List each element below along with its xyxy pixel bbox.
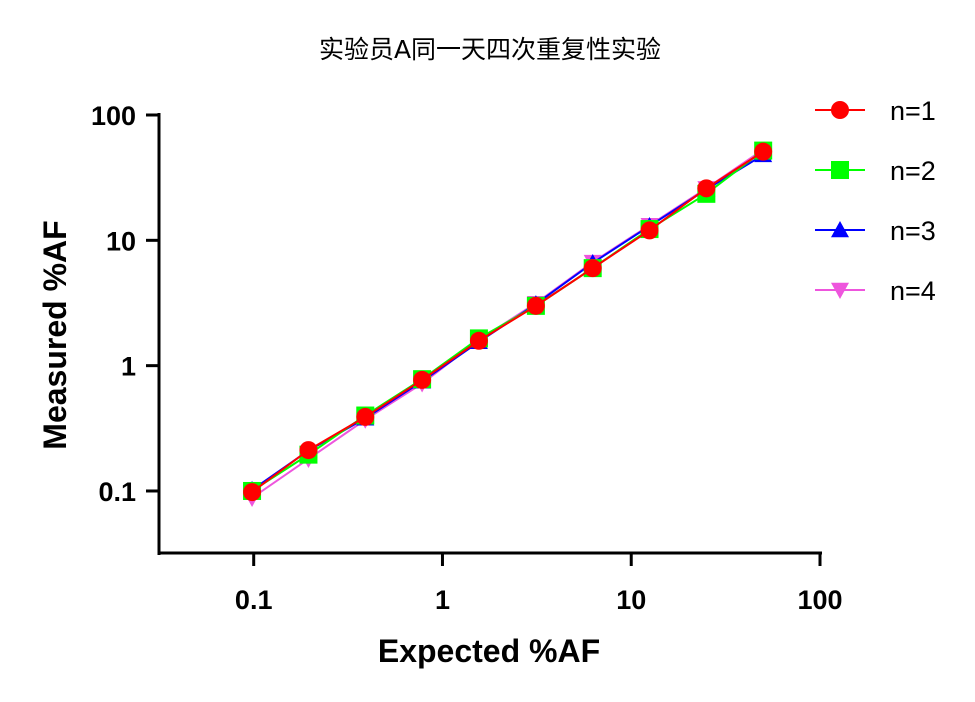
- y-tick-label: 0.1: [98, 477, 136, 507]
- series-n=1: [243, 142, 773, 502]
- x-axis-label: Expected %AF: [378, 633, 600, 669]
- legend-label: n=2: [890, 156, 936, 186]
- data-point: [356, 407, 375, 426]
- x-tick-label: 1: [435, 585, 450, 615]
- legend-marker: [831, 161, 849, 179]
- series-line: [251, 149, 764, 492]
- data-point: [413, 370, 432, 389]
- legend-item: n=2: [815, 156, 936, 186]
- y-tick-label: 100: [91, 101, 136, 131]
- chart-title: 实验员A同一天四次重复性实验: [319, 35, 661, 64]
- legend-label: n=4: [890, 276, 936, 306]
- x-tick-label: 10: [616, 585, 646, 615]
- y-tick-label: 1: [121, 352, 136, 382]
- legend-marker: [831, 221, 849, 238]
- data-point: [754, 142, 773, 161]
- legend-item: n=4: [815, 276, 936, 306]
- legend: n=1 n=2 n=3 n=4: [815, 96, 936, 306]
- legend-item: n=3: [815, 216, 936, 246]
- plot-area: [243, 141, 773, 507]
- series-line: [251, 150, 764, 493]
- data-point: [697, 179, 716, 198]
- x-tick-label: 100: [797, 585, 842, 615]
- legend-marker: [831, 101, 849, 119]
- data-point: [640, 221, 659, 240]
- data-point: [583, 259, 602, 278]
- y-axis-label: Measured %AF: [37, 220, 73, 449]
- legend-label: n=3: [890, 216, 936, 246]
- data-point: [243, 483, 262, 502]
- x-tick-label: 0.1: [235, 585, 273, 615]
- data-point: [469, 331, 488, 350]
- data-point: [526, 296, 545, 315]
- legend-label: n=1: [890, 96, 936, 126]
- data-point: [299, 441, 318, 460]
- legend-marker: [831, 282, 849, 299]
- y-tick-label: 10: [106, 226, 136, 256]
- legend-item: n=1: [815, 96, 936, 126]
